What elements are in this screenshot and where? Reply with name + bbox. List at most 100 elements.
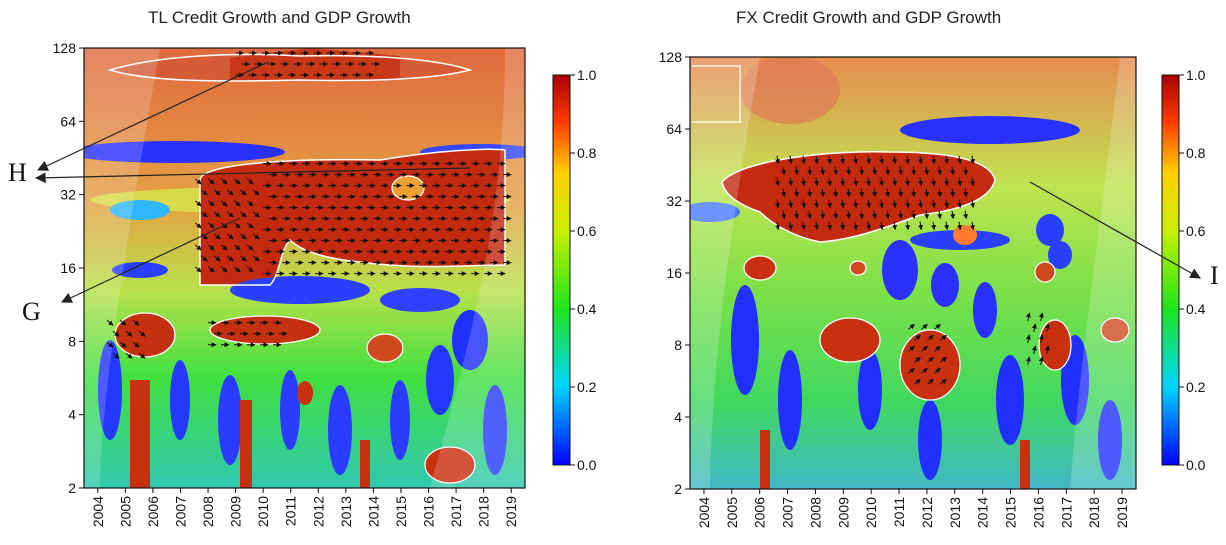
left-phase-arrow [207, 178, 215, 185]
left-phase-arrow [106, 319, 114, 326]
right-phase-arrow [934, 345, 941, 352]
right-phase-arrow [898, 166, 904, 176]
left-phase-arrow [233, 244, 241, 251]
right-x-tick-label: 2014 [975, 497, 991, 528]
right-phase-arrow [781, 210, 787, 220]
right-phase-arrow [1038, 356, 1044, 366]
panel-title-right: FX Credit Growth and GDP Growth [736, 8, 1002, 27]
right-x-tick-label: 2004 [696, 497, 712, 528]
right-x-tick-label: 2018 [1086, 497, 1102, 528]
right-heatmap-field [690, 57, 1136, 489]
right-phase-arrow [866, 177, 872, 187]
right-phase-arrow [908, 345, 915, 352]
left-phase-arrow [252, 233, 260, 240]
left-phase-arrow [213, 233, 221, 240]
right-x-tick-label: 2017 [1058, 497, 1074, 528]
right-phase-arrow [914, 356, 921, 363]
left-x-tick-label: 2007 [172, 496, 188, 527]
left-y-tick-label: 16 [60, 260, 76, 276]
right-phase-arrow [970, 155, 976, 165]
right-phase-arrow [820, 188, 826, 198]
right-phase-arrow [934, 323, 941, 330]
right-phase-arrow [950, 210, 956, 220]
left-y-tick-label: 8 [68, 333, 76, 349]
left-phase-arrow [233, 266, 241, 273]
left-colorbar-label: 1.0 [577, 67, 597, 83]
left-heatmap-field [84, 48, 525, 488]
left-y-tick-label: 4 [68, 407, 76, 423]
right-phase-arrow [840, 177, 846, 187]
left-x-tick-label: 2008 [200, 496, 216, 527]
left-phase-arrow [194, 266, 202, 273]
left-colorbar-label: 0.2 [577, 379, 597, 395]
left-phase-arrow [246, 200, 254, 207]
right-phase-arrow [905, 155, 911, 165]
right-phase-arrow [885, 166, 891, 176]
right-phase-arrow [924, 188, 930, 198]
annotation-arrow-i [1029, 181, 1201, 279]
left-phase-arrow [119, 319, 127, 326]
right-x-tick-label: 2008 [807, 497, 823, 528]
right-phase-arrow [1031, 323, 1037, 333]
right-colorbar [1161, 74, 1180, 466]
left-phase-arrow [220, 178, 228, 185]
annotation-label-g: G [22, 297, 41, 326]
left-x-tick-label: 2010 [255, 496, 271, 527]
left-phase-arrow [119, 341, 127, 348]
right-phase-arrow [934, 367, 941, 374]
right-phase-arrow [853, 221, 859, 231]
left-phase-arrow [125, 330, 133, 337]
right-phase-arrow [820, 210, 826, 220]
right-phase-arrow [918, 177, 924, 187]
left-phase-arrow [112, 330, 120, 337]
annotation-arrow-h-upper [37, 61, 269, 171]
left-phase-arrow [233, 200, 241, 207]
left-x-tick-label: 2015 [393, 496, 409, 527]
right-phase-arrow [918, 199, 924, 209]
right-y-tick-label: 2 [674, 481, 682, 497]
left-x-tick-label: 2017 [448, 496, 464, 527]
left-phase-arrow [226, 233, 234, 240]
left-phase-arrow [138, 330, 146, 337]
right-phase-arrow [921, 367, 928, 374]
right-phase-arrow [794, 166, 800, 176]
right-x-tick-label: 2016 [1030, 497, 1046, 528]
left-phase-arrow [112, 352, 120, 359]
left-phase-arrow [194, 200, 202, 207]
left-phase-arrow [207, 200, 215, 207]
right-x-tick-label: 2011 [891, 497, 907, 527]
annotation-label-i: I [1210, 261, 1219, 290]
right-phase-arrow [807, 188, 813, 198]
right-phase-arrow [775, 177, 781, 187]
annotation-layer: H G I [8, 61, 1219, 326]
right-phase-arrow [914, 334, 921, 341]
left-phase-arrow [233, 222, 241, 229]
right-y-tick-label: 128 [659, 49, 683, 65]
left-phase-arrow [106, 341, 114, 348]
left-phase-arrow [239, 233, 247, 240]
right-y-tick-label: 4 [674, 409, 682, 425]
left-phase-arrow [233, 178, 241, 185]
left-phase-arrow [226, 211, 234, 218]
right-phase-arrow [914, 378, 921, 385]
right-phase-arrow [940, 334, 947, 341]
right-phase-arrow [814, 155, 820, 165]
left-x-tick-label: 2014 [365, 496, 381, 527]
right-phase-arrow [924, 166, 930, 176]
left-phase-arrow [200, 211, 208, 218]
right-phase-arrow [781, 188, 787, 198]
right-phase-arrow [931, 199, 937, 209]
left-phase-arrow [220, 244, 228, 251]
right-phase-arrow [814, 177, 820, 187]
right-phase-arrow [1025, 312, 1031, 322]
right-phase-arrow [931, 221, 937, 231]
right-phase-arrow [944, 221, 950, 231]
right-phase-arrow [788, 155, 794, 165]
right-phase-arrow [801, 155, 807, 165]
left-colorbar [552, 74, 571, 466]
right-phase-arrow [872, 210, 878, 220]
left-phase-arrow [213, 255, 221, 262]
left-x-tick-label: 2019 [503, 496, 519, 527]
right-colorbar-label: 0.0 [1186, 457, 1206, 473]
left-phase-arrow [213, 189, 221, 196]
